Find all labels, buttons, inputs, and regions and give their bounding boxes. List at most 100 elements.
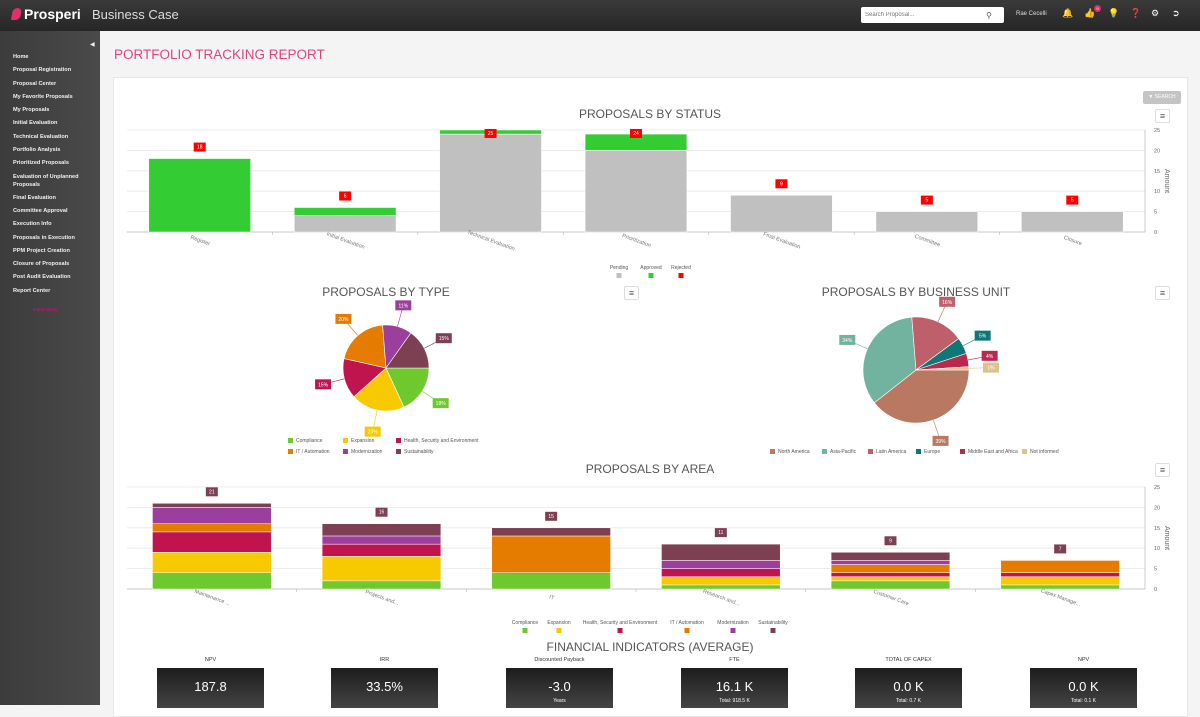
- search-icon[interactable]: ⚲: [986, 10, 992, 20]
- sidebar-item[interactable]: Evaluation of Unplanned Proposals: [13, 173, 79, 189]
- legend-swatch: [343, 449, 348, 454]
- sidebar-item[interactable]: Proposal Center: [13, 80, 57, 87]
- logo[interactable]: Prosperi: [10, 6, 81, 22]
- sidebar-item[interactable]: Initial Evaluation: [13, 120, 58, 127]
- legend-swatch: [770, 449, 775, 454]
- legend-label: IT / Automation: [670, 620, 704, 626]
- x-tick-label: Maintenance ...: [193, 589, 231, 608]
- sidebar-item[interactable]: Closure of Proposals: [13, 261, 70, 268]
- bar-segment: [661, 568, 781, 578]
- legend-swatch: [396, 449, 401, 454]
- legend-label: North America: [778, 449, 810, 455]
- legend-swatch: [648, 273, 654, 278]
- legend-label: Middle East and Africa: [968, 449, 1018, 455]
- lightbulb-icon[interactable]: 💡: [1108, 8, 1120, 18]
- total-label: 15: [548, 514, 554, 520]
- indicator-label: FTE: [729, 657, 740, 663]
- legend-swatch: [288, 449, 293, 454]
- legend-label: Pending: [610, 265, 629, 271]
- sidebar-footer-logo: teams ideas: [33, 307, 58, 312]
- bar-segment: [321, 523, 442, 537]
- bar-segment: [1000, 584, 1120, 590]
- chart-menu-area[interactable]: ≡: [1155, 463, 1170, 477]
- x-tick-label: Customer Care: [872, 589, 909, 607]
- sidebar-item[interactable]: Proposal Registration: [13, 67, 72, 74]
- sidebar: ◀ Home Proposal Registration Proposal Cent…: [0, 31, 100, 705]
- y-tick-label: 25: [1154, 128, 1160, 134]
- indicator-value: -3.0: [548, 679, 571, 694]
- indicator-value: 0.0 K: [1068, 679, 1099, 694]
- search-input[interactable]: [861, 12, 986, 18]
- chart-menu-business-unit[interactable]: ≡: [1155, 286, 1170, 300]
- x-tick-label: Committee: [914, 234, 941, 249]
- bar-segment: [830, 560, 951, 565]
- bar-segment: [661, 560, 781, 569]
- y-tick-label: 15: [1154, 169, 1160, 175]
- chart-menu-type[interactable]: ≡: [624, 286, 639, 300]
- sidebar-item[interactable]: My Proposals: [13, 107, 50, 114]
- sidebar-item[interactable]: Proposals in Execution: [13, 234, 75, 241]
- total-label: 9: [889, 538, 892, 544]
- x-tick-label: Research and...: [702, 589, 741, 608]
- pie-label: 39%: [936, 439, 947, 445]
- legend-swatch: [1022, 449, 1027, 454]
- total-label: 16: [379, 510, 385, 516]
- y-axis-title: Amount: [1163, 169, 1170, 193]
- sidebar-item[interactable]: Final Evaluation: [13, 194, 56, 201]
- y-tick-label: 15: [1154, 526, 1160, 532]
- sidebar-item[interactable]: Committee Approval: [13, 207, 68, 214]
- bar-segment: [1000, 572, 1120, 578]
- bar-segment: [152, 523, 272, 533]
- bar-segment: [1021, 211, 1124, 233]
- y-tick-label: 5: [1154, 567, 1157, 573]
- pie-label-box: [315, 379, 332, 390]
- x-tick-label: Register: [189, 235, 210, 248]
- help-icon[interactable]: ❓: [1130, 8, 1142, 18]
- bar-segment: [152, 503, 272, 508]
- user-name[interactable]: Rae Cecelli: [1016, 11, 1047, 17]
- total-label-box: [1066, 195, 1079, 205]
- legend-swatch: [343, 438, 348, 443]
- gear-icon[interactable]: ⚙: [1151, 8, 1160, 18]
- y-tick-label: 5: [1154, 210, 1157, 216]
- sidebar-item[interactable]: Home: [13, 54, 29, 60]
- y-tick-label: 10: [1154, 546, 1160, 552]
- total-label: 11: [718, 530, 723, 536]
- total-label: 24: [633, 131, 639, 137]
- bell-icon[interactable]: 🔔: [1062, 8, 1074, 18]
- legend-swatch: [822, 449, 827, 454]
- sidebar-item[interactable]: Execution Info: [13, 221, 52, 228]
- sidebar-item[interactable]: Prioritized Proposals: [13, 160, 69, 167]
- pie-label-box: [364, 426, 381, 437]
- total-label: 6: [344, 194, 347, 200]
- pie-label: 15%: [439, 336, 450, 342]
- logout-icon[interactable]: ➲: [1172, 8, 1180, 18]
- total-label: 7: [1059, 546, 1062, 552]
- thumbs-up-icon[interactable]: 👍: [1084, 8, 1096, 18]
- bar-segment: [152, 531, 272, 553]
- sidebar-item[interactable]: Report Center: [13, 287, 51, 294]
- pie-label-box: [395, 300, 412, 311]
- legend-swatch: [730, 628, 736, 633]
- x-tick-label: Initial Evaluation: [326, 231, 366, 250]
- sidebar-item[interactable]: PPM Project Creation: [13, 247, 70, 254]
- bar-segment: [293, 215, 397, 233]
- legend-label: Not informed: [1030, 449, 1059, 455]
- logo-text: Prosperi: [24, 6, 81, 22]
- bar-segment: [661, 543, 781, 561]
- pie-label: 11%: [399, 303, 409, 309]
- x-tick-label: Capex Manage...: [1040, 588, 1082, 608]
- sidebar-item[interactable]: Post Audit Evaluation: [13, 274, 71, 281]
- bar-segment: [491, 535, 611, 573]
- collapse-icon[interactable]: ◀: [90, 42, 95, 48]
- chart-title-type: PROPOSALS BY TYPE: [322, 285, 450, 299]
- pie-label: 20%: [368, 430, 379, 436]
- sidebar-item[interactable]: My Favorite Proposals: [13, 93, 73, 100]
- chart-menu-status[interactable]: ≡: [1155, 109, 1170, 123]
- pie-label: 5%: [979, 334, 987, 340]
- pie-label-box: [939, 296, 956, 307]
- sidebar-item[interactable]: Portfolio Analysis: [13, 147, 61, 154]
- y-tick-label: 0: [1154, 230, 1157, 236]
- search-filter-button[interactable]: ▼ SEARCH: [1143, 91, 1181, 104]
- sidebar-item[interactable]: Technical Evaluation: [13, 133, 69, 140]
